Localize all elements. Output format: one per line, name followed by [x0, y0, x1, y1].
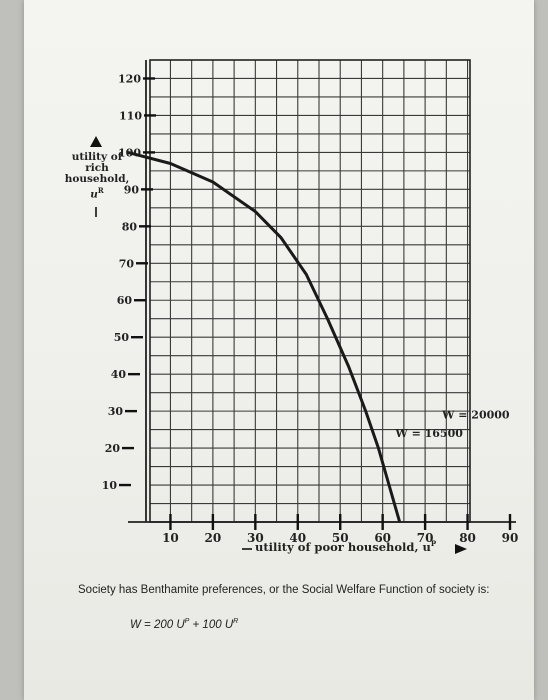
y-tick-label: 60 — [117, 294, 133, 307]
caption-text: Society has Benthamite preferences, or t… — [78, 584, 490, 596]
x-tick-label: 10 — [162, 531, 179, 545]
axis-arrows — [90, 136, 467, 554]
y-tick-label: 120 — [118, 72, 141, 85]
y-label-line-2: rich — [85, 162, 109, 174]
axis-ticks — [119, 60, 516, 530]
x-axis-label: utility of poor household, uP — [255, 539, 436, 554]
y-label-sup: R — [97, 186, 104, 195]
y-tick-label: 40 — [111, 368, 127, 381]
x-label-text: utility of poor household, u — [255, 539, 431, 554]
paper-sheet — [24, 0, 534, 700]
x-tick-label: 80 — [459, 531, 476, 545]
x-tick-label: 40 — [289, 531, 306, 545]
x-tick-label: 20 — [205, 531, 222, 545]
y-tick-label: 50 — [114, 331, 130, 344]
chart-grid — [149, 59, 471, 523]
y-tick-label: 20 — [105, 442, 121, 455]
tick-labels: 10 20 30 40 50 60 70 80 901020304050607080901001… — [102, 72, 519, 545]
y-tick-label: 70 — [119, 257, 135, 270]
welfare-annotation-1: W = 20000 — [441, 409, 510, 422]
welfare-annotation-0: W = 16500 — [394, 427, 463, 440]
x-tick-label: 50 — [332, 531, 349, 545]
y-tick-label: 90 — [124, 183, 140, 196]
frontier-curve-0 — [127, 150, 402, 523]
plot-border — [149, 59, 471, 523]
x-tick-label: 70 — [417, 531, 434, 545]
y-axis-label: utility of rich household, uR — [64, 152, 130, 201]
x-tick-label: 60 — [374, 531, 391, 545]
y-tick-label: 10 — [102, 479, 118, 492]
y-tick-label: 80 — [122, 220, 138, 233]
y-tick-label: 30 — [108, 405, 124, 418]
x-tick-label: 90 — [502, 531, 519, 545]
y-label-symbol: u — [90, 188, 98, 201]
curves — [127, 150, 402, 523]
swf-formula: W = 200 UP + 100 UR — [130, 618, 239, 631]
y-label-line-3: household, — [64, 173, 130, 185]
x-tick-label: 30 — [247, 531, 264, 545]
y-label-line-1: utility of — [71, 151, 123, 163]
annotations: W = 16500 W = 20000 — [394, 409, 510, 440]
y-tick-label: 110 — [119, 109, 142, 122]
y-axis-arrow-icon — [90, 136, 102, 147]
x-label-sup: P — [430, 539, 437, 548]
x-axis-arrow-icon — [455, 544, 467, 554]
